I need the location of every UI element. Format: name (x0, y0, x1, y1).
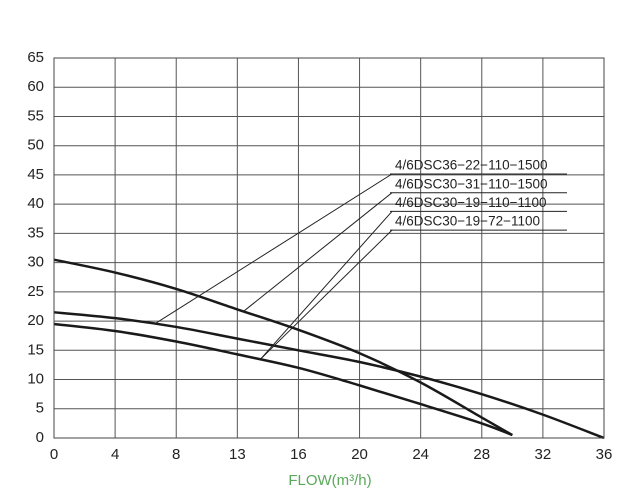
curve-label: 4/6DSC30−19−72−1100 (395, 214, 540, 229)
x-tick-label: 32 (535, 446, 552, 463)
y-tick-label: 50 (27, 137, 44, 154)
curve-label: 4/6DSC30−19−110−1100 (395, 195, 547, 210)
x-tick-label: 20 (351, 446, 368, 463)
x-tick-label: 4 (111, 446, 119, 463)
y-tick-label: 0 (36, 429, 44, 446)
x-axis-label: FLOW(m³/h) (288, 472, 371, 489)
leader-line (243, 192, 393, 312)
x-tick-label: 16 (290, 446, 307, 463)
y-tick-label: 30 (27, 254, 44, 271)
x-tick-label: 0 (50, 446, 58, 463)
y-tick-label: 10 (27, 371, 44, 388)
y-tick-label: 5 (36, 400, 44, 417)
y-tick-label: 65 (27, 49, 44, 66)
x-tick-label: 13 (229, 446, 246, 463)
y-tick-label: 25 (27, 283, 44, 300)
curve-label: 4/6DSC30−31−110−1500 (395, 176, 548, 191)
y-tick-label: 45 (27, 166, 44, 183)
y-tick-label: 55 (27, 107, 44, 124)
y-tick-label: 35 (27, 224, 44, 241)
leader-line (259, 229, 393, 360)
curve-label: 4/6DSC36−22−110−1500 (395, 158, 548, 173)
y-tick-label: 60 (27, 78, 44, 95)
x-tick-label: 24 (412, 446, 429, 463)
leader-line (154, 173, 393, 325)
curve (53, 258, 513, 437)
x-tick-label: 28 (473, 446, 490, 463)
y-tick-label: 15 (27, 341, 44, 358)
x-tick-label: 36 (596, 446, 613, 463)
curve (53, 311, 605, 440)
plot-border (53, 57, 605, 439)
y-tick-label: 40 (27, 195, 44, 212)
curve (53, 322, 513, 437)
y-tick-label: 20 (27, 312, 44, 329)
x-tick-label: 8 (172, 446, 180, 463)
leader-line (259, 211, 393, 360)
